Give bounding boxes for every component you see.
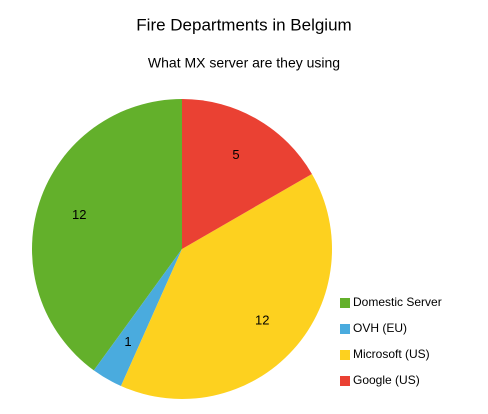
chart-title: Fire Departments in Belgium	[136, 15, 351, 34]
pie-slice	[32, 99, 183, 371]
legend-swatch	[340, 324, 350, 334]
legend-swatch	[340, 376, 350, 386]
legend-swatch	[340, 298, 350, 308]
data-label: 12	[72, 207, 86, 222]
chart-subtitle: What MX server are they using	[148, 55, 340, 71]
data-label: 1	[124, 334, 131, 349]
data-label: 5	[232, 147, 239, 162]
legend-label: Microsoft (US)	[353, 347, 430, 361]
legend-label: Google (US)	[353, 373, 420, 387]
legend-label: OVH (EU)	[353, 321, 407, 335]
data-label: 12	[255, 313, 269, 328]
pie-slice	[93, 249, 182, 387]
pie-slice	[120, 174, 332, 400]
legend-label: Domestic Server	[353, 295, 442, 309]
legend-swatch	[340, 350, 350, 360]
pie-slice	[182, 99, 312, 249]
